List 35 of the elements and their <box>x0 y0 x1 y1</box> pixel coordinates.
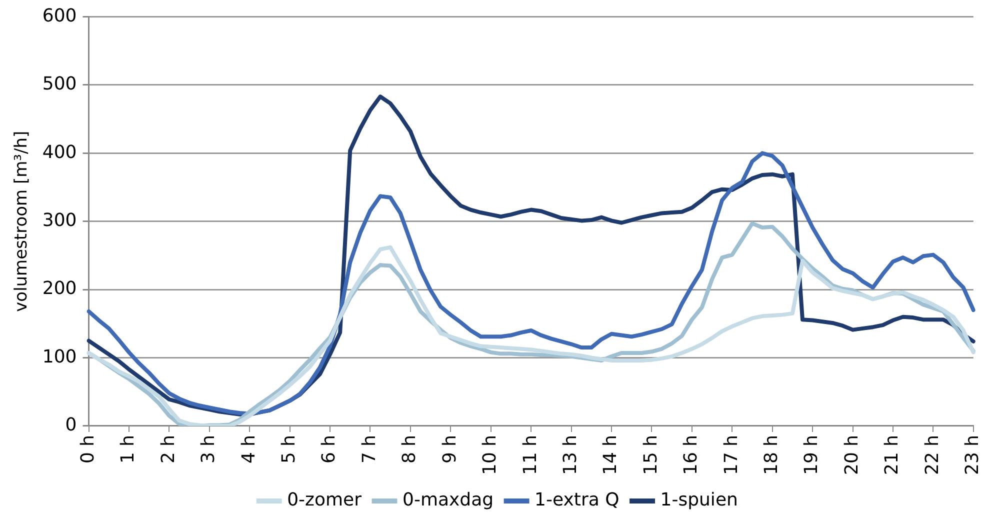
x-tick-label: 6 h <box>318 434 340 464</box>
x-tick-label: 2 h <box>158 434 179 464</box>
x-tick-label: 7 h <box>358 434 380 464</box>
x-tick-label: 18 h <box>761 434 782 476</box>
x-tick-label: 22 h <box>922 434 943 476</box>
x-tick-label: 15 h <box>640 434 662 476</box>
y-tick-label: 500 <box>42 74 77 95</box>
x-tick-label: 8 h <box>399 434 420 464</box>
y-tick-label: 300 <box>42 210 77 232</box>
x-tick-label: 10 h <box>480 434 501 476</box>
x-tick-label: 1 h <box>118 434 139 464</box>
x-tick-label: 21 h <box>882 434 903 476</box>
x-tick-label: 11 h <box>520 434 541 476</box>
x-tick-label: 17 h <box>720 434 742 476</box>
x-tick-label: 20 h <box>841 434 862 476</box>
x-tick-label: 13 h <box>560 434 581 476</box>
x-tick-label: 16 h <box>680 434 702 476</box>
x-tick-label: 0 h <box>77 434 98 464</box>
legend-label: 1-spuien <box>660 490 738 511</box>
x-tick-label: 23 h <box>962 434 984 476</box>
x-tick-label: 9 h <box>439 434 460 464</box>
x-tick-label: 3 h <box>198 434 220 464</box>
y-tick-label: 100 <box>42 346 77 368</box>
y-tick-label: 400 <box>42 142 77 163</box>
legend-label: 0-zomer <box>287 490 362 511</box>
y-axis-title: volumestroom [m³/h] <box>12 130 32 312</box>
x-tick-label: 14 h <box>600 434 622 476</box>
y-tick-label: 0 <box>65 414 77 436</box>
x-tick-label: 5 h <box>278 434 300 464</box>
y-tick-label: 200 <box>42 278 77 300</box>
legend-label: 0-maxdag <box>402 490 494 511</box>
x-tick-label: 19 h <box>801 434 822 476</box>
legend-label: 1-extra Q <box>534 490 620 511</box>
y-tick-label: 600 <box>42 5 77 26</box>
x-tick-label: 4 h <box>238 434 260 464</box>
